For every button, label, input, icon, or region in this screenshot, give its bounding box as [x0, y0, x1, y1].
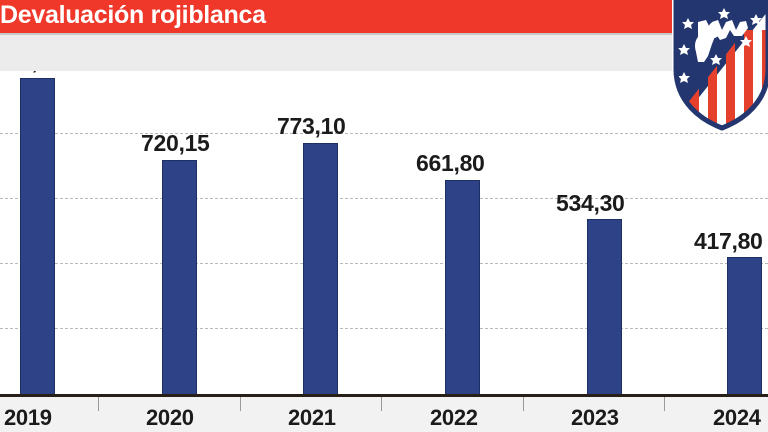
bar-2021	[303, 143, 338, 395]
banner-underline	[0, 33, 768, 35]
value-label-2020: 720,15	[141, 130, 210, 156]
value-label-2021: 773,10	[277, 113, 346, 139]
x-axis-tick	[240, 397, 241, 411]
header-banner: Devaluación rojiblanca	[0, 0, 768, 33]
value-label-2024: 417,80	[694, 228, 763, 254]
x-axis-tick	[523, 397, 524, 411]
x-axis-label-2019: 2019	[4, 405, 52, 430]
x-axis-tick	[381, 397, 382, 411]
gridline	[0, 198, 768, 199]
x-axis-label-2024: 2024	[713, 405, 761, 430]
x-axis-label-2022: 2022	[430, 405, 478, 430]
bar-2024	[727, 257, 762, 395]
atletico-madrid-crest	[668, 0, 768, 136]
plot-area	[0, 70, 768, 395]
x-axis-label-2020: 2020	[146, 405, 194, 430]
gridline	[0, 263, 768, 264]
value-label-2022: 661,80	[416, 150, 485, 176]
bar-2022	[445, 180, 480, 395]
x-axis-label-2021: 2021	[288, 405, 336, 430]
gridline	[0, 328, 768, 329]
gridline	[0, 133, 768, 134]
x-axis-tick	[98, 397, 99, 411]
bar-2023	[587, 219, 622, 395]
bar-2019	[20, 78, 55, 395]
bar-2020	[162, 160, 197, 395]
x-axis: 2019 2020 2021 2022 2023 2024	[0, 397, 768, 432]
value-label-2023: 534,30	[556, 190, 625, 216]
x-axis-label-2023: 2023	[571, 405, 619, 430]
page-title: Devaluación rojiblanca	[0, 1, 266, 29]
x-axis-baseline	[0, 394, 768, 397]
header-subband	[0, 35, 768, 71]
x-axis-tick	[664, 397, 665, 411]
